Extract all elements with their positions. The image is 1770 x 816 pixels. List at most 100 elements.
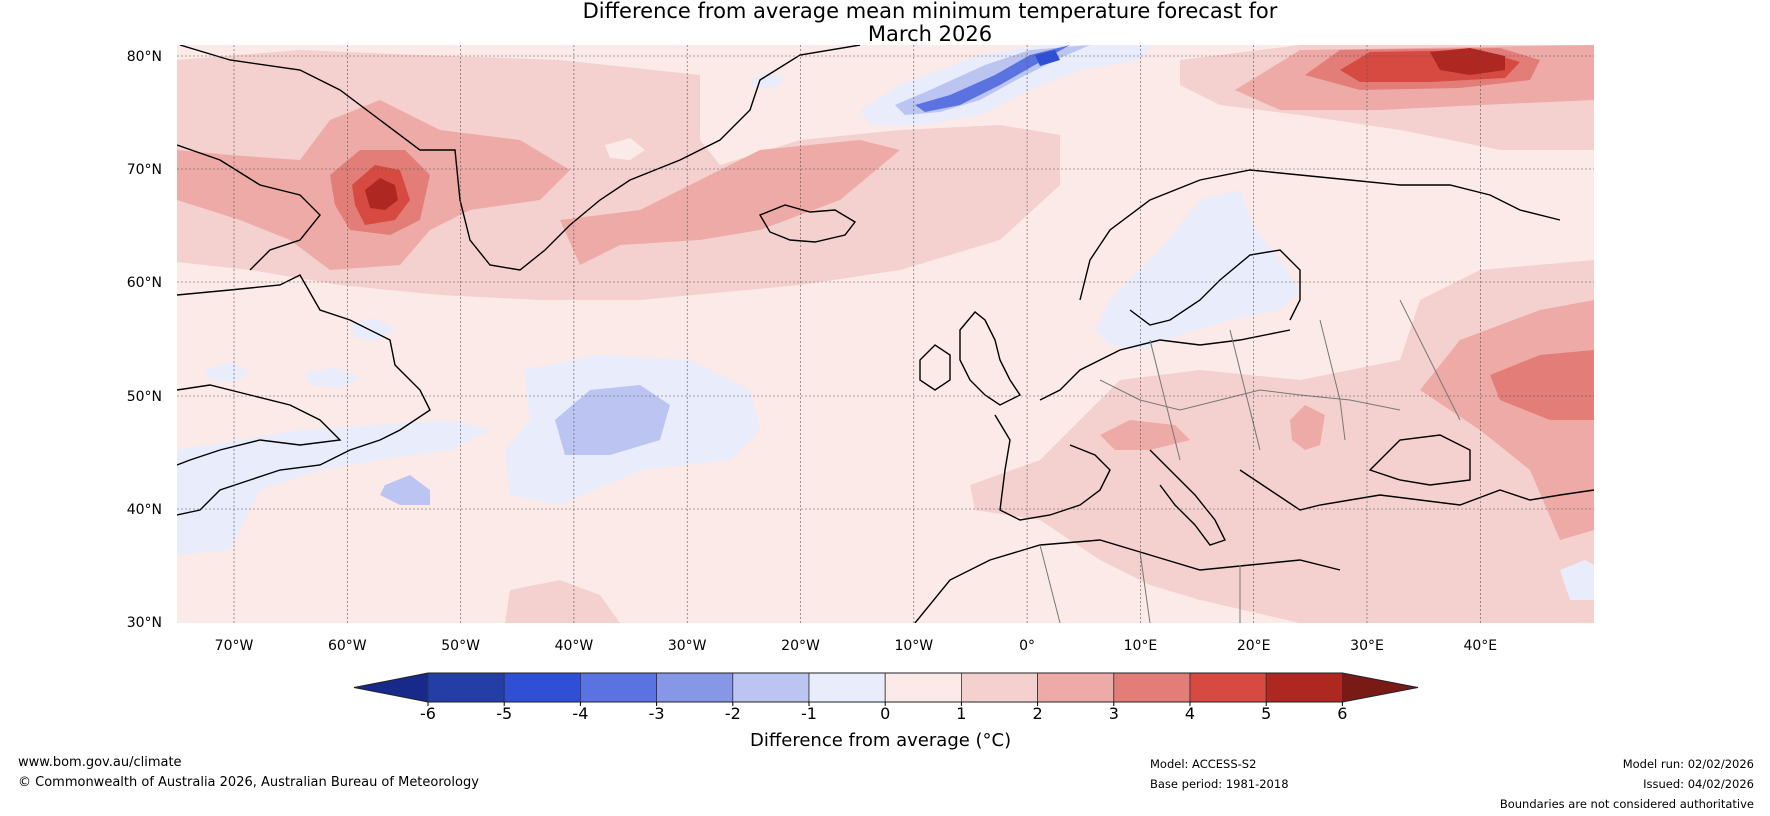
lon-label: 40°W xyxy=(555,638,594,654)
border-europe-1 xyxy=(1099,379,1401,411)
colorbar-extend-high xyxy=(1342,673,1418,702)
colorbar-tick-label: 2 xyxy=(1033,704,1043,723)
lon-label: 10°E xyxy=(1124,638,1158,654)
colorbar-tick-label: 3 xyxy=(1109,704,1119,723)
coast-greenland xyxy=(179,45,861,271)
coast-balkans-turkey xyxy=(1239,469,1594,511)
coast-scandinavia xyxy=(1079,169,1561,301)
cold-east-med-patch xyxy=(1560,560,1594,600)
country-borders xyxy=(1039,299,1461,623)
cold-newfoundland xyxy=(177,420,490,555)
cold-atlantic-core xyxy=(555,385,670,455)
footer-issued: Issued: 04/02/2026 xyxy=(1643,777,1754,791)
border-europe-5 xyxy=(1399,299,1461,421)
colorbar-tick-label: 5 xyxy=(1261,704,1271,723)
lon-label: 50°W xyxy=(441,638,480,654)
border-europe-4 xyxy=(1319,319,1346,441)
colorbar-segment xyxy=(656,672,734,703)
colorbar-segment xyxy=(580,672,658,703)
title-line-1: Difference from average mean minimum tem… xyxy=(582,0,1278,23)
colorbar-extend-low xyxy=(354,673,428,702)
warm-core-iceland xyxy=(560,140,900,265)
lon-label: 30°W xyxy=(668,638,707,654)
border-europe-3 xyxy=(1229,329,1261,451)
border-africa xyxy=(1039,544,1241,623)
colorbar-title: Difference from average (°C) xyxy=(750,730,1012,751)
coast-ireland xyxy=(919,344,951,391)
warm-core-carpathian xyxy=(1290,405,1325,450)
lat-label: 40°N xyxy=(127,502,162,518)
warm-core-alps xyxy=(1100,420,1190,450)
lon-label: 60°W xyxy=(328,638,367,654)
footer-website: www.bom.gov.au/climate xyxy=(18,755,182,770)
warm-core-russia-mid xyxy=(1490,350,1594,420)
colorbar-segment xyxy=(427,672,505,703)
lon-label: 10°W xyxy=(894,638,933,654)
coast-baffin xyxy=(177,144,321,271)
border-europe-2 xyxy=(1149,339,1181,461)
coast-labrador xyxy=(177,274,431,516)
lon-label: 30°E xyxy=(1350,638,1384,654)
cold-scandinavia xyxy=(1095,190,1300,350)
coast-western-europe xyxy=(1039,329,1291,401)
cold-atlantic-small xyxy=(380,475,430,505)
cold-svalbard-peak xyxy=(1035,50,1060,66)
colorbar-tick-label: -1 xyxy=(801,704,817,723)
warm-band-europe-south xyxy=(970,260,1594,623)
footer-model-run: Model run: 02/02/2026 xyxy=(1622,757,1754,771)
colorbar-segment xyxy=(1113,672,1191,703)
colorbar-segment xyxy=(1189,672,1267,703)
lon-label: 20°E xyxy=(1237,638,1271,654)
colorbar-segment xyxy=(884,672,962,703)
footer-base-period: Base period: 1981-2018 xyxy=(1150,777,1289,791)
colorbar-tick-label: -6 xyxy=(420,704,436,723)
colorbar-segment xyxy=(808,672,886,703)
colorbar: -6 -5 -4 -3 -2 -1 0 1 2 3 4 5 6 xyxy=(353,672,1419,723)
footer-copyright: © Commonwealth of Australia 2026, Austra… xyxy=(18,775,479,790)
coast-italy xyxy=(1149,449,1226,546)
warm-core-barents-peak xyxy=(1430,48,1505,75)
footer-disclaimer: Boundaries are not considered authoritat… xyxy=(1499,797,1754,811)
colorbar-segment xyxy=(732,672,810,703)
lon-label: 20°W xyxy=(781,638,820,654)
cold-svalbard-core xyxy=(915,45,1070,112)
lon-label: 40°E xyxy=(1463,638,1497,654)
lon-label: 0° xyxy=(1019,638,1035,654)
colorbar-tick-label: -4 xyxy=(572,704,588,723)
colorbar-segment xyxy=(503,672,581,703)
colorbar-tick-label: 6 xyxy=(1337,704,1347,723)
warm-iceland-light xyxy=(605,138,645,160)
cold-labrador-patch-3 xyxy=(350,318,395,340)
lat-label: 70°N xyxy=(127,162,162,178)
coast-britain xyxy=(959,311,1022,406)
warm-core-greenland-peak xyxy=(365,178,398,210)
colorbar-tick-label: 1 xyxy=(956,704,966,723)
coast-baltic xyxy=(1129,249,1301,326)
lat-label: 30°N xyxy=(127,615,162,631)
longitude-labels: 70°W 60°W 50°W 40°W 30°W 20°W 10°W 0° 10°E 20°E 30… xyxy=(215,638,1497,654)
warm-patch-atlantic-south xyxy=(505,580,620,623)
colorbar-segment xyxy=(1265,672,1343,703)
colorbar-segment xyxy=(961,672,1039,703)
coast-north-africa xyxy=(914,539,1341,623)
colorbar-tick-label: -2 xyxy=(725,704,741,723)
colorbar-tick-label: -5 xyxy=(496,704,512,723)
colorbar-tick-label: 0 xyxy=(880,704,890,723)
colorbar-segment xyxy=(1037,672,1115,703)
colorbar-tick-label: 4 xyxy=(1185,704,1195,723)
chart-title: Difference from average mean minimum tem… xyxy=(0,0,1770,46)
latitude-labels: 80°N 70°N 60°N 50°N 40°N 30°N xyxy=(127,49,162,631)
coast-iceland xyxy=(758,204,857,243)
coast-iberia xyxy=(994,414,1111,521)
footer-model: Model: ACCESS-S2 xyxy=(1150,757,1257,771)
coast-newfoundland xyxy=(177,384,342,466)
cold-labrador-patch-2 xyxy=(305,368,360,388)
cold-labrador-patch-1 xyxy=(205,362,250,382)
lat-label: 60°N xyxy=(127,275,162,291)
coastlines xyxy=(177,45,1594,623)
coast-black-sea xyxy=(1368,434,1471,486)
lat-label: 50°N xyxy=(127,389,162,405)
colorbar-tick-label: -3 xyxy=(649,704,665,723)
graticule xyxy=(177,45,1594,623)
